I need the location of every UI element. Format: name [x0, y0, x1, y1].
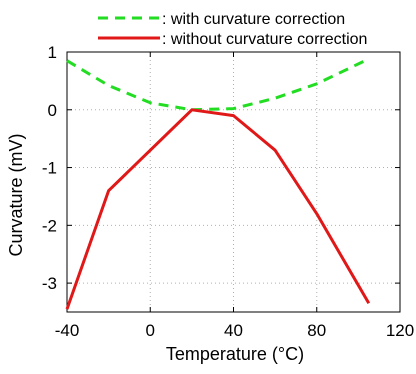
x-tick-label: 0: [146, 321, 155, 340]
x-tick-label: 120: [386, 321, 414, 340]
y-axis-label: Curvature (mV): [6, 133, 26, 256]
y-tick-label: 0: [48, 101, 57, 120]
x-tick-label: -40: [55, 321, 80, 340]
y-tick-label: -2: [42, 216, 57, 235]
y-tick-label: 1: [48, 43, 57, 62]
plot-area: -40 0 40 80 120 -3 -2 -1 0 1: [42, 43, 414, 340]
x-axis-label: Temperature (°C): [166, 344, 304, 364]
x-tick-label: 40: [224, 321, 243, 340]
series-line-without-correction: [65, 108, 371, 310]
x-tick-label: 80: [307, 321, 326, 340]
series-line-with-correction: [66, 57, 370, 112]
legend-label-with-correction: : with curvature correction: [162, 11, 345, 28]
legend: : with curvature correction : without cu…: [98, 11, 367, 48]
legend-label-without-correction: : without curvature correction: [162, 31, 367, 48]
y-tick-label: -3: [42, 274, 57, 293]
y-tick-label: -1: [42, 159, 57, 178]
